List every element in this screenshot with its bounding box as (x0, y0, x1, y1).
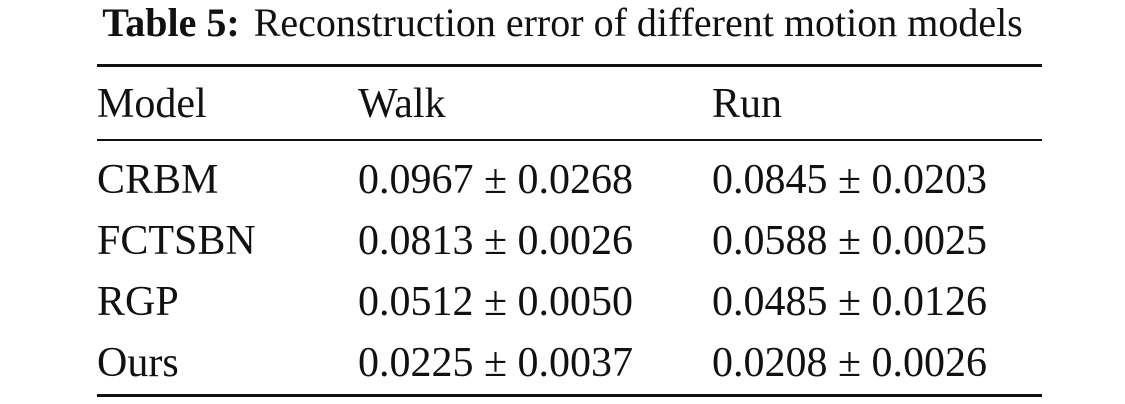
row-label: RGP (97, 279, 179, 325)
caption-label: Table 5: (102, 0, 240, 45)
table-cell: 0.0225 ± 0.0037 (358, 340, 634, 386)
bottom-rule (97, 394, 1042, 397)
row-label: FCTSBN (97, 218, 256, 264)
table-cell: 0.0845 ± 0.0203 (712, 157, 988, 203)
table-caption: Table 5: Reconstruction error of differen… (0, 0, 1125, 46)
header-cell: Model (97, 81, 207, 127)
header-cell: Run (712, 81, 783, 127)
caption-text: Reconstruction error of different motion… (253, 0, 1023, 45)
table-cell: 0.0485 ± 0.0126 (712, 279, 988, 325)
table-cell: 0.0588 ± 0.0025 (712, 218, 988, 264)
table-cell: 0.0512 ± 0.0050 (358, 279, 634, 325)
header-cell: Walk (358, 81, 446, 127)
mid-rule (97, 139, 1042, 141)
top-rule (97, 64, 1042, 67)
table-cell: 0.0813 ± 0.0026 (358, 218, 634, 264)
table-cell: 0.0967 ± 0.0268 (358, 157, 634, 203)
table-cell: 0.0208 ± 0.0026 (712, 340, 988, 386)
row-label: CRBM (97, 157, 219, 203)
row-label: Ours (97, 340, 179, 386)
